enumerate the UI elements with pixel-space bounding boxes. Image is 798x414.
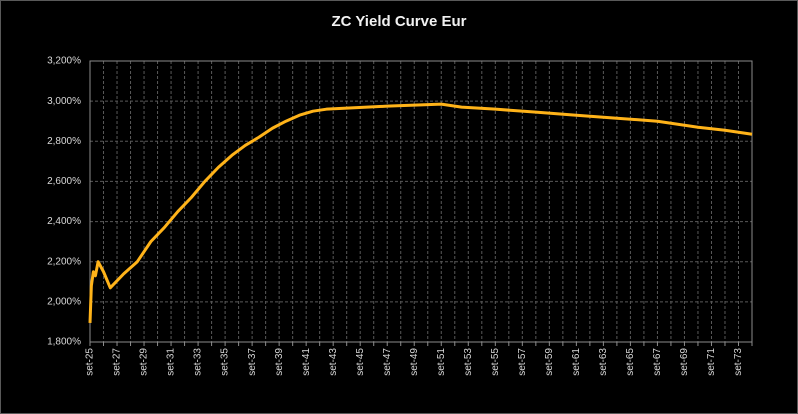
plot-area bbox=[90, 61, 752, 342]
x-tick-label: set-47 bbox=[382, 348, 393, 376]
x-tick-label: set-67 bbox=[652, 348, 663, 376]
x-tick-label: set-57 bbox=[517, 348, 528, 376]
y-tick-label: 3,200% bbox=[47, 56, 81, 67]
x-tick-label: set-39 bbox=[274, 348, 285, 376]
x-tick-label: set-61 bbox=[571, 348, 582, 376]
x-tick-label: set-71 bbox=[706, 348, 717, 376]
x-tick-label: set-65 bbox=[625, 348, 636, 376]
x-tick-label: set-43 bbox=[328, 348, 339, 376]
x-tick-label: set-25 bbox=[85, 348, 96, 376]
x-tick-label: set-31 bbox=[166, 348, 177, 376]
y-tick-label: 2,800% bbox=[47, 136, 81, 147]
x-tick-label: set-49 bbox=[409, 348, 420, 376]
x-tick-label: set-41 bbox=[301, 348, 312, 376]
data-line bbox=[88, 102, 753, 323]
x-tick-label: set-29 bbox=[139, 348, 150, 376]
y-tick-label: 1,800% bbox=[47, 337, 81, 348]
y-tick-label: 2,000% bbox=[47, 296, 81, 307]
y-tick-label: 2,400% bbox=[47, 216, 81, 227]
x-tick-label: set-63 bbox=[598, 348, 609, 376]
x-tick-label: set-55 bbox=[490, 348, 501, 376]
x-tick-label: set-45 bbox=[355, 348, 366, 376]
y-tick-label: 2,200% bbox=[47, 256, 81, 267]
x-tick-label: set-33 bbox=[193, 348, 204, 376]
chart-title: ZC Yield Curve Eur bbox=[331, 13, 466, 30]
y-tick-label: 2,600% bbox=[47, 176, 81, 187]
x-tick-label: set-37 bbox=[247, 348, 258, 376]
x-tick-label: set-59 bbox=[544, 348, 555, 376]
x-tick-label: set-35 bbox=[220, 348, 231, 376]
plot-border bbox=[89, 60, 753, 343]
x-tick-label: set-73 bbox=[733, 348, 744, 376]
x-tick-label: set-53 bbox=[463, 348, 474, 376]
x-tick-label: set-51 bbox=[436, 348, 447, 376]
x-tick-label: set-27 bbox=[112, 348, 123, 376]
x-tick-label: set-69 bbox=[679, 348, 690, 376]
y-tick-label: 3,000% bbox=[47, 96, 81, 107]
